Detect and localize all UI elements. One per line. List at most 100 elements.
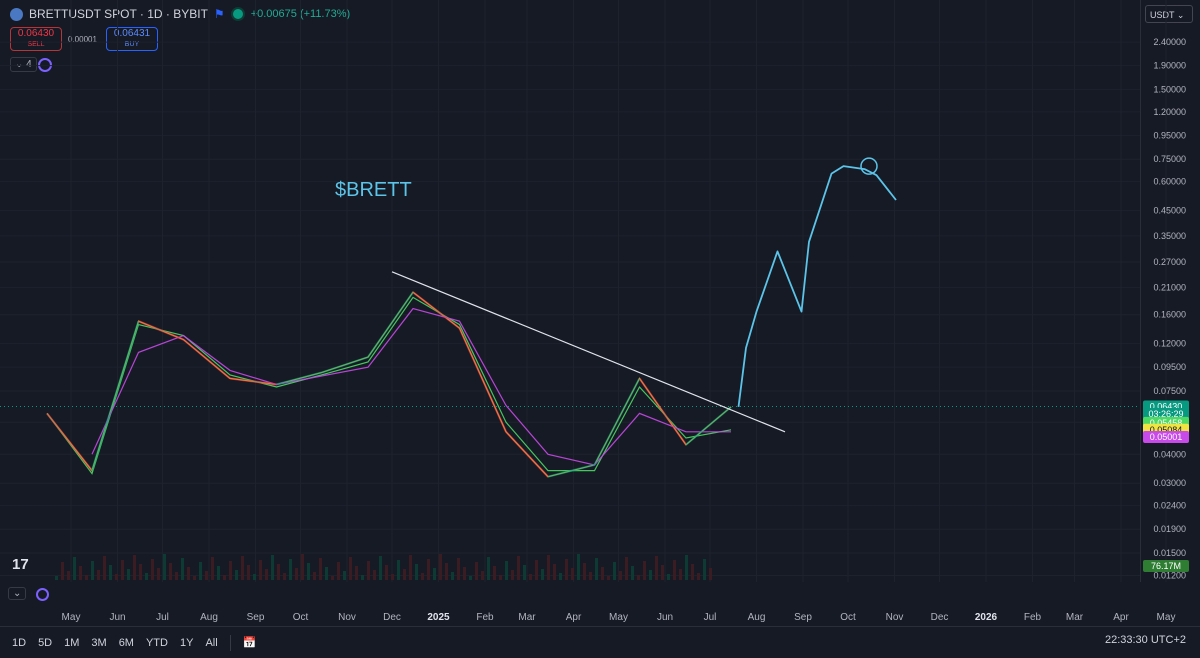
volume-bar bbox=[73, 557, 76, 580]
volume-bar bbox=[523, 565, 526, 580]
time-axis-label: Oct bbox=[293, 612, 309, 623]
volume-bar bbox=[331, 576, 334, 580]
projection-line bbox=[737, 165, 897, 408]
volume-badge bbox=[1143, 560, 1189, 572]
volume-bar bbox=[649, 570, 652, 580]
volume-bar bbox=[445, 563, 448, 580]
price-segment bbox=[229, 377, 277, 386]
price-segment bbox=[182, 338, 231, 380]
volume-bar bbox=[193, 576, 196, 580]
currency-value: USDT bbox=[1150, 10, 1175, 20]
price-axis-label: 1.20000 bbox=[1153, 107, 1186, 117]
volume-bar bbox=[169, 563, 172, 580]
volume-bar bbox=[187, 567, 190, 580]
toolbar-divider bbox=[229, 634, 231, 651]
price-axis-label: 0.09500 bbox=[1153, 362, 1186, 372]
time-axis-label: Feb bbox=[476, 612, 494, 623]
volume-bar bbox=[253, 574, 256, 580]
volume-bar bbox=[355, 566, 358, 580]
price-segment bbox=[505, 431, 549, 478]
clock: 22:33:30 UTC+2 bbox=[1104, 634, 1186, 646]
sell-button[interactable]: 0.06430 SELL bbox=[10, 27, 62, 51]
buy-button[interactable]: 0.06431 BUY bbox=[106, 27, 158, 51]
price-segment bbox=[276, 371, 322, 386]
price-segment bbox=[593, 377, 641, 466]
volume-bar bbox=[517, 556, 520, 580]
timeframe-all[interactable]: All bbox=[205, 636, 218, 649]
flag-icon[interactable]: ⚑ bbox=[213, 7, 225, 21]
volume-bar bbox=[697, 573, 700, 580]
spread-value: 0.00001 bbox=[68, 35, 97, 44]
volume-bar bbox=[295, 568, 298, 580]
time-axis-label: Nov bbox=[338, 612, 356, 623]
time-axis-label: Sep bbox=[794, 612, 812, 623]
resistance-trendline bbox=[391, 271, 786, 433]
volume-bar bbox=[541, 569, 544, 580]
timeframe-1m[interactable]: 1M bbox=[64, 636, 80, 649]
price-axis-label: 0.60000 bbox=[1153, 177, 1186, 187]
price-axis-label: 0.16000 bbox=[1153, 310, 1186, 320]
volume-bar bbox=[601, 567, 604, 580]
price-axis-label: 0.01900 bbox=[1153, 524, 1186, 534]
time-axis-label: May bbox=[62, 612, 81, 623]
volume-bar bbox=[247, 565, 250, 580]
sell-label: SELL bbox=[27, 41, 45, 48]
time-axis-label: Jun bbox=[657, 612, 673, 623]
volume-bar bbox=[265, 569, 268, 580]
volume-bar bbox=[79, 566, 82, 580]
volume-bar bbox=[559, 573, 562, 580]
volume-bar bbox=[313, 572, 316, 580]
volume-bar bbox=[367, 561, 370, 580]
volume-bar bbox=[319, 558, 322, 580]
volume-bar bbox=[307, 563, 310, 580]
symbol-title[interactable]: BRETTUSDT SPOT · 1D · BYBIT bbox=[29, 7, 208, 21]
price-axis-label: 0.04000 bbox=[1153, 449, 1186, 459]
market-status-icon bbox=[230, 7, 245, 21]
volume-bar bbox=[505, 561, 508, 580]
price-badge-label: 0.06430 bbox=[1150, 401, 1183, 411]
time-axis-label: Aug bbox=[200, 612, 218, 623]
volume-bar bbox=[109, 565, 112, 580]
indicators-toggle[interactable]: ⌄ 4 bbox=[10, 57, 37, 72]
volume-bar bbox=[625, 557, 628, 580]
volume-bar bbox=[55, 576, 58, 580]
timeframe-1y[interactable]: 1Y bbox=[179, 636, 194, 649]
price-segment bbox=[685, 406, 732, 446]
volume-bar bbox=[133, 555, 136, 580]
price-chart[interactable]: May Jun Jul Aug Sep Oct Nov Dec 2025 Feb Mar Apr May… bbox=[0, 0, 1200, 626]
price-badge-label: 0.05001 bbox=[1150, 432, 1183, 442]
volume-bar bbox=[703, 559, 706, 580]
indicator-settings-icon[interactable] bbox=[38, 58, 52, 72]
price-badge-label: 0.05458 bbox=[1150, 418, 1183, 428]
timeframe-3m[interactable]: 3M bbox=[91, 636, 107, 649]
volume-bar bbox=[361, 575, 364, 580]
volume-bar bbox=[217, 566, 220, 580]
timeframe-1d[interactable]: 1D bbox=[12, 636, 27, 649]
time-axis-label: Mar bbox=[518, 612, 536, 623]
price-segment bbox=[138, 320, 184, 341]
pane-settings-icon[interactable] bbox=[36, 588, 49, 601]
time-axis-label: May bbox=[1157, 612, 1176, 623]
volume-bar bbox=[577, 554, 580, 580]
volume-bar bbox=[685, 555, 688, 580]
timeframe-ytd[interactable]: YTD bbox=[145, 636, 168, 649]
timeframe-5d[interactable]: 5D bbox=[38, 636, 53, 649]
volume-bar bbox=[553, 564, 556, 580]
currency-select[interactable]: USDT ⌄ bbox=[1145, 5, 1193, 23]
pane-collapse-button[interactable]: ⌄ bbox=[8, 587, 27, 600]
volume-bar bbox=[547, 555, 550, 580]
price-segment bbox=[321, 356, 369, 374]
volume-bar bbox=[679, 569, 682, 580]
time-axis-label: Apr bbox=[1113, 612, 1129, 623]
volume-bar bbox=[283, 573, 286, 580]
volume-bar bbox=[301, 554, 304, 580]
price-axis-label: 0.12000 bbox=[1153, 339, 1186, 349]
volume-bar bbox=[595, 558, 598, 580]
timeframe-6m[interactable]: 6M bbox=[118, 636, 134, 649]
calendar-icon[interactable]: 📅 bbox=[242, 637, 257, 649]
price-segment bbox=[46, 412, 93, 472]
volume-bar bbox=[391, 574, 394, 580]
time-axis-label: Nov bbox=[886, 612, 904, 623]
volume-bar bbox=[409, 555, 412, 580]
price-badge-label: 0.05084 bbox=[1150, 425, 1183, 435]
